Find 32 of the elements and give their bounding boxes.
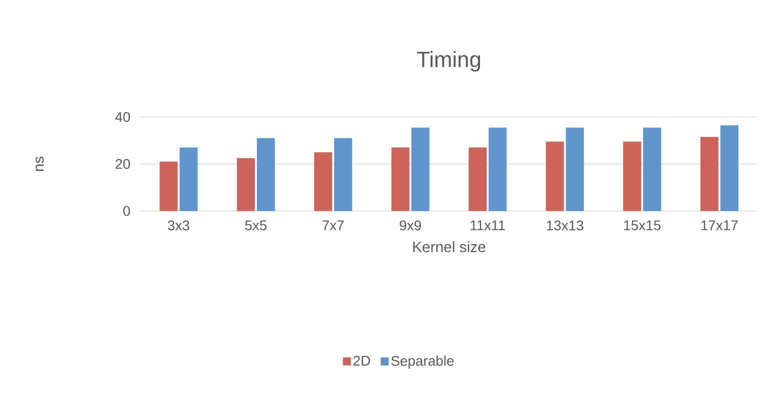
x-tick-label: 15x15 (624, 220, 661, 230)
bar (236, 158, 255, 211)
bar (256, 138, 275, 211)
bar (643, 128, 662, 211)
bar (700, 136, 718, 211)
x-axis-title: Kernel size (413, 241, 486, 252)
x-tick-label: 11x11 (470, 220, 505, 230)
legend-label: 2D (354, 356, 370, 366)
y-tick-label: 0 (123, 206, 130, 216)
bar (566, 128, 584, 211)
y-tick-label: 20 (116, 159, 130, 169)
bar (180, 148, 198, 211)
bar (391, 148, 410, 211)
bar (546, 142, 564, 211)
y-axis-title: ns (36, 156, 44, 171)
bar (160, 162, 178, 211)
x-tick-label: 7x7 (322, 220, 344, 230)
chart-title: Timing (417, 51, 480, 72)
bar (720, 125, 738, 211)
bar (488, 128, 507, 211)
x-tick-label: 3x3 (168, 220, 190, 230)
bar (334, 138, 352, 211)
bar (623, 142, 642, 211)
bar (314, 152, 332, 211)
bar (411, 128, 430, 211)
legend-label: Separable (391, 356, 454, 369)
x-tick-label: 17x17 (701, 220, 738, 230)
bar (468, 148, 487, 211)
x-tick-label: 5x5 (245, 220, 267, 230)
x-tick-label: 9x9 (400, 220, 421, 230)
y-tick-label: 40 (115, 112, 130, 122)
x-tick-label: 13x13 (546, 220, 584, 230)
